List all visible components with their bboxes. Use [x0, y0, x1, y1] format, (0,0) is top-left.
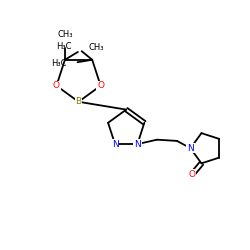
Text: CH₃: CH₃ — [88, 43, 104, 52]
Text: H₃C: H₃C — [56, 42, 72, 51]
Text: N: N — [134, 140, 141, 148]
Text: H₃C: H₃C — [51, 59, 66, 68]
Text: N: N — [187, 144, 194, 153]
Text: O: O — [53, 81, 60, 90]
Text: CH₃: CH₃ — [57, 30, 73, 39]
Text: N: N — [112, 140, 118, 148]
Text: O: O — [97, 81, 104, 90]
Text: B: B — [76, 97, 82, 106]
Text: O: O — [188, 170, 196, 179]
